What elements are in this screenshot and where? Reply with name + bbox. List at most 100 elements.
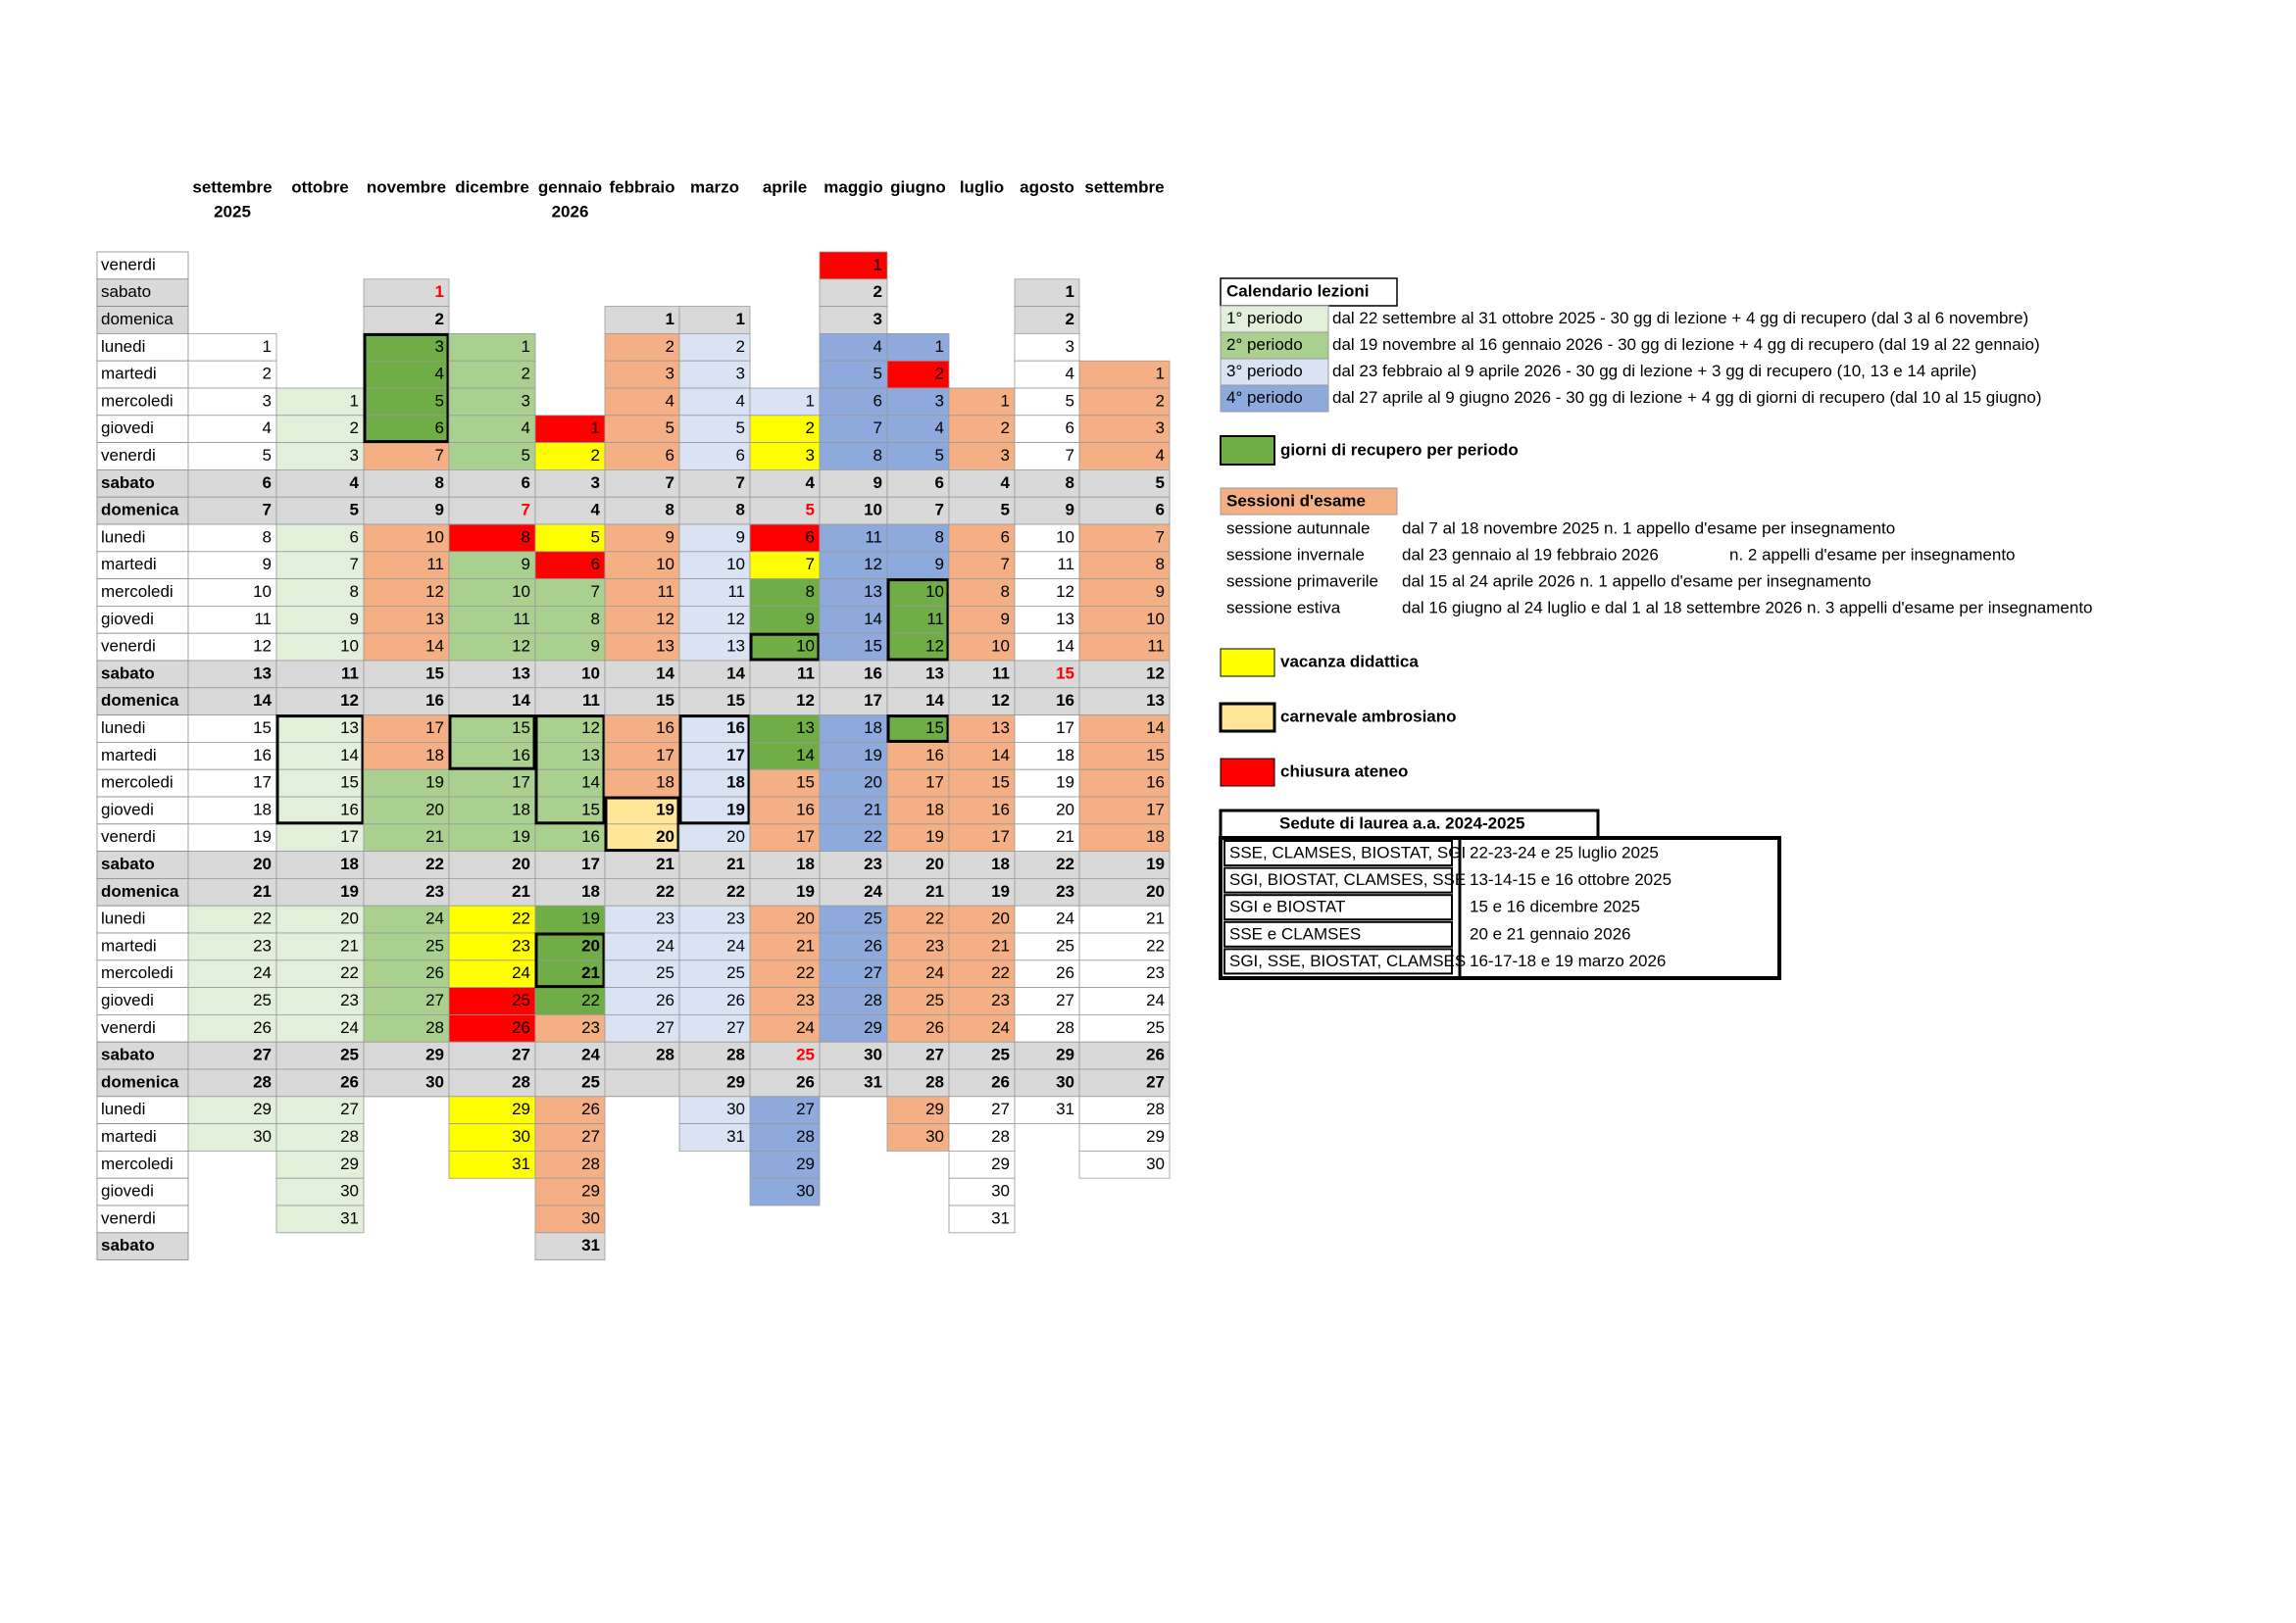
- day-cell: [363, 578, 450, 607]
- day-number: 30: [796, 1182, 815, 1201]
- exams-title-box: [1220, 487, 1398, 516]
- day-number: 13: [656, 637, 674, 656]
- day-number: 15: [512, 718, 530, 737]
- day-number: 12: [340, 691, 359, 710]
- day-cell: [604, 360, 680, 389]
- day-cell: [534, 632, 606, 662]
- day-cell: [363, 468, 450, 498]
- day-number: 21: [726, 855, 745, 873]
- day-number: 19: [656, 800, 674, 818]
- day-cell: [275, 1068, 365, 1098]
- weekday-label: venerdi: [101, 637, 156, 656]
- day-number: 5: [435, 391, 444, 410]
- day-number: 18: [991, 855, 1010, 873]
- weekday-cell: [96, 851, 189, 879]
- exam-text: dal 7 al 18 novembre 2025 n. 1 appello d…: [1402, 518, 1895, 537]
- day-cell: [604, 687, 680, 715]
- day-cell: [1014, 905, 1080, 934]
- day-cell: [678, 468, 751, 498]
- day-number: 16: [925, 746, 944, 764]
- graduation-courses: SGI, BIOSTAT, CLAMSES, SSE: [1229, 870, 1466, 889]
- weekday-label: mercoledi: [101, 1155, 174, 1173]
- day-cell: [819, 1014, 888, 1043]
- day-number: 19: [796, 882, 815, 901]
- day-number: 27: [656, 1018, 674, 1037]
- period-box: [749, 632, 821, 662]
- month-name: novembre: [367, 177, 446, 196]
- day-cell: [534, 878, 606, 907]
- day-cell: [948, 1177, 1016, 1206]
- day-number: 16: [253, 746, 272, 764]
- day-number: 20: [581, 936, 600, 955]
- day-number: 20: [253, 855, 272, 873]
- day-cell: [886, 687, 950, 715]
- day-number: 22: [581, 991, 600, 1009]
- day-cell: [534, 1123, 606, 1152]
- weekday-label: sabato: [101, 473, 155, 492]
- day-number: 10: [253, 582, 272, 601]
- day-number: 13: [796, 718, 815, 737]
- day-number: 8: [1001, 582, 1010, 601]
- holiday-legend: vacanza didattica carnevale ambrosiano chi…: [1219, 648, 1457, 787]
- day-number: 25: [512, 991, 530, 1009]
- day-number: 19: [253, 827, 272, 846]
- day-cell: [678, 496, 751, 525]
- day-number: 13: [425, 610, 444, 628]
- day-cell: [948, 987, 1016, 1015]
- day-number: 25: [340, 1046, 359, 1064]
- day-number: 4: [873, 337, 882, 356]
- day-number: 21: [425, 827, 444, 846]
- day-number: 7: [591, 582, 600, 601]
- graduation-courses: SGI e BIOSTAT: [1229, 898, 1345, 916]
- holiday-swatch: [1219, 702, 1276, 733]
- month-name: ottobre: [291, 177, 349, 196]
- day-number: 21: [253, 882, 272, 901]
- day-number: 5: [806, 501, 815, 519]
- day-cell: [363, 768, 450, 798]
- day-cell: [534, 1151, 606, 1179]
- day-cell: [604, 1041, 680, 1070]
- weekday-label: martedi: [101, 746, 157, 764]
- day-number: 12: [253, 637, 272, 656]
- day-cell: [604, 496, 680, 525]
- day-number: 29: [425, 1046, 444, 1064]
- period-label: 1° periodo: [1226, 309, 1303, 327]
- day-number: 14: [1146, 718, 1165, 737]
- day-number: 26: [581, 1100, 600, 1118]
- weekday-cell: [96, 632, 189, 662]
- day-number: 11: [582, 691, 600, 710]
- day-number: 18: [864, 718, 882, 737]
- day-cell: [363, 332, 450, 362]
- period-label: 2° periodo: [1226, 335, 1303, 354]
- day-cell: [187, 387, 277, 417]
- day-number: 16: [1056, 691, 1074, 710]
- day-number: 8: [873, 446, 882, 465]
- day-number: 3: [522, 391, 530, 410]
- weekday-label: lunedi: [101, 910, 145, 928]
- month-name: settembre: [1084, 177, 1164, 196]
- weekday-label: sabato: [101, 1046, 155, 1064]
- period-box: [604, 796, 680, 853]
- day-number: 15: [991, 773, 1010, 792]
- day-cell: [448, 578, 536, 607]
- day-cell: [363, 742, 450, 770]
- day-cell: [1078, 468, 1171, 498]
- day-cell: [187, 714, 277, 743]
- day-cell: [819, 468, 888, 498]
- period-box: [534, 714, 606, 825]
- day-number: 20: [925, 855, 944, 873]
- day-cell: [448, 851, 536, 879]
- day-cell: [448, 415, 536, 443]
- day-number: 15: [581, 800, 600, 818]
- day-number: 24: [1146, 991, 1165, 1009]
- day-number: 3: [1066, 337, 1074, 356]
- day-number: 18: [340, 855, 359, 873]
- day-cell: [534, 523, 606, 553]
- day-number: 11: [254, 610, 272, 628]
- day-cell: [448, 606, 536, 634]
- weekday-label: sabato: [101, 664, 155, 682]
- day-number: 1: [1066, 282, 1074, 301]
- day-cell: [448, 905, 536, 934]
- day-number: 19: [1146, 855, 1165, 873]
- day-number: 4: [435, 365, 444, 383]
